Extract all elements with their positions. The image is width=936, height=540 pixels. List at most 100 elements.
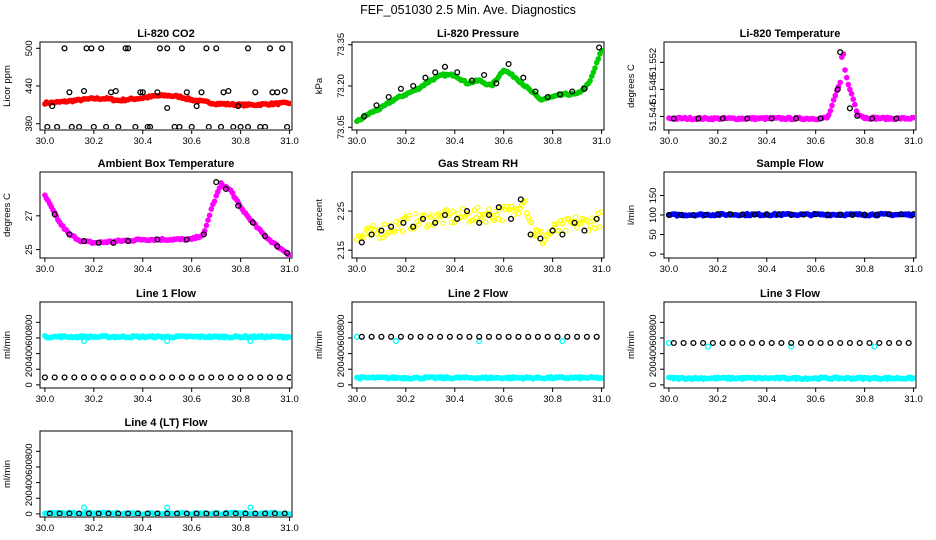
data-point <box>227 374 234 381</box>
y-tick-label: 400 <box>648 346 659 362</box>
data-point <box>873 211 880 218</box>
data-point <box>397 333 404 340</box>
y-tick-label: 800 <box>24 443 35 459</box>
data-point <box>200 231 207 238</box>
data-point <box>244 123 252 129</box>
data-point <box>534 333 541 340</box>
data-point <box>778 339 785 347</box>
y-tick-label: 200 <box>336 361 347 377</box>
data-point <box>417 333 424 340</box>
data-point <box>211 198 218 205</box>
data-point <box>827 339 834 347</box>
panel-title-pressure: Li-820 Pressure <box>437 28 519 40</box>
data-point <box>581 85 588 92</box>
data-point <box>164 45 171 52</box>
data-point <box>709 339 716 347</box>
plot-area <box>41 332 291 381</box>
data-point <box>910 211 915 218</box>
series-dense <box>42 92 291 109</box>
x-tick-label: 30.6 <box>494 394 513 405</box>
data-point <box>554 333 561 340</box>
data-point <box>505 333 512 340</box>
y-axis-label: Licor ppm <box>2 65 13 107</box>
data-point <box>517 196 524 203</box>
x-tick-label: 30.4 <box>758 394 777 405</box>
data-point <box>247 338 254 345</box>
panel-line4: Line 4 (LT) Flow 30.0 30.2 30.4 30.6 30.8 31.0… <box>2 417 299 534</box>
data-point <box>520 74 527 81</box>
data-point <box>385 229 391 236</box>
x-tick-label: 31.0 <box>280 523 299 534</box>
data-point <box>729 339 736 347</box>
data-point <box>286 511 291 516</box>
data-point <box>474 204 481 211</box>
data-point <box>495 204 502 211</box>
data-point <box>446 333 453 340</box>
x-tick-label: 30.2 <box>709 264 728 275</box>
data-point <box>702 211 709 219</box>
data-point <box>665 211 672 219</box>
y-tick-label: 400 <box>24 346 35 362</box>
x-tick-label: 31.0 <box>280 264 299 275</box>
data-point <box>176 123 183 129</box>
data-point <box>854 112 861 119</box>
data-point <box>744 115 751 122</box>
panel-title-line4: Line 4 (LT) Flow <box>125 417 208 429</box>
data-point <box>593 333 600 340</box>
plot-frame <box>663 41 917 131</box>
plot-area <box>665 210 915 219</box>
data-point <box>103 123 110 129</box>
data-point <box>107 89 115 96</box>
data-point <box>751 211 758 218</box>
x-tick-label: 30.6 <box>494 264 513 275</box>
data-point <box>788 211 795 218</box>
data-point <box>538 228 545 235</box>
data-point <box>208 374 215 381</box>
series-dense <box>42 180 291 257</box>
data-point <box>846 339 853 347</box>
y-tick-label: 440 <box>24 78 35 94</box>
data-point <box>410 223 417 230</box>
data-point <box>394 225 401 232</box>
y-tick-label: 800 <box>648 314 659 330</box>
panel-title-sample: Sample Flow <box>756 158 824 170</box>
data-point <box>203 222 210 229</box>
panel-title-rh: Gas Stream RH <box>438 158 518 170</box>
data-point <box>491 217 497 224</box>
data-point <box>471 207 478 214</box>
y-tick-label: 73.20 <box>336 74 347 98</box>
x-tick-label: 30.6 <box>182 136 201 147</box>
data-point <box>274 243 281 250</box>
data-point <box>171 123 178 129</box>
data-point <box>572 214 579 221</box>
data-point <box>793 115 800 122</box>
data-point <box>46 510 53 516</box>
data-point <box>485 211 493 219</box>
x-tick-label: 30.4 <box>446 136 465 147</box>
data-point <box>193 103 200 110</box>
series-sparse <box>358 333 600 340</box>
series-outliers <box>80 504 254 511</box>
data-point <box>596 44 603 51</box>
y-axis-label: percent <box>314 199 325 231</box>
series-dense <box>354 47 603 125</box>
plot-frame <box>39 41 293 131</box>
data-point <box>80 504 88 511</box>
data-point <box>429 212 435 218</box>
plot-area <box>665 339 915 383</box>
x-tick-label: 30.0 <box>660 136 679 147</box>
data-point <box>262 233 269 240</box>
plot-frame <box>39 171 293 259</box>
data-point <box>66 89 73 96</box>
data-point <box>51 374 58 381</box>
data-point <box>237 123 244 129</box>
data-point <box>598 375 603 381</box>
data-point <box>110 374 117 381</box>
x-tick-label: 30.4 <box>134 523 153 534</box>
data-point <box>592 65 598 71</box>
x-tick-label: 30.8 <box>231 264 250 275</box>
data-point <box>486 206 492 213</box>
data-point <box>198 374 205 381</box>
data-point <box>665 339 672 347</box>
data-point <box>559 338 566 345</box>
